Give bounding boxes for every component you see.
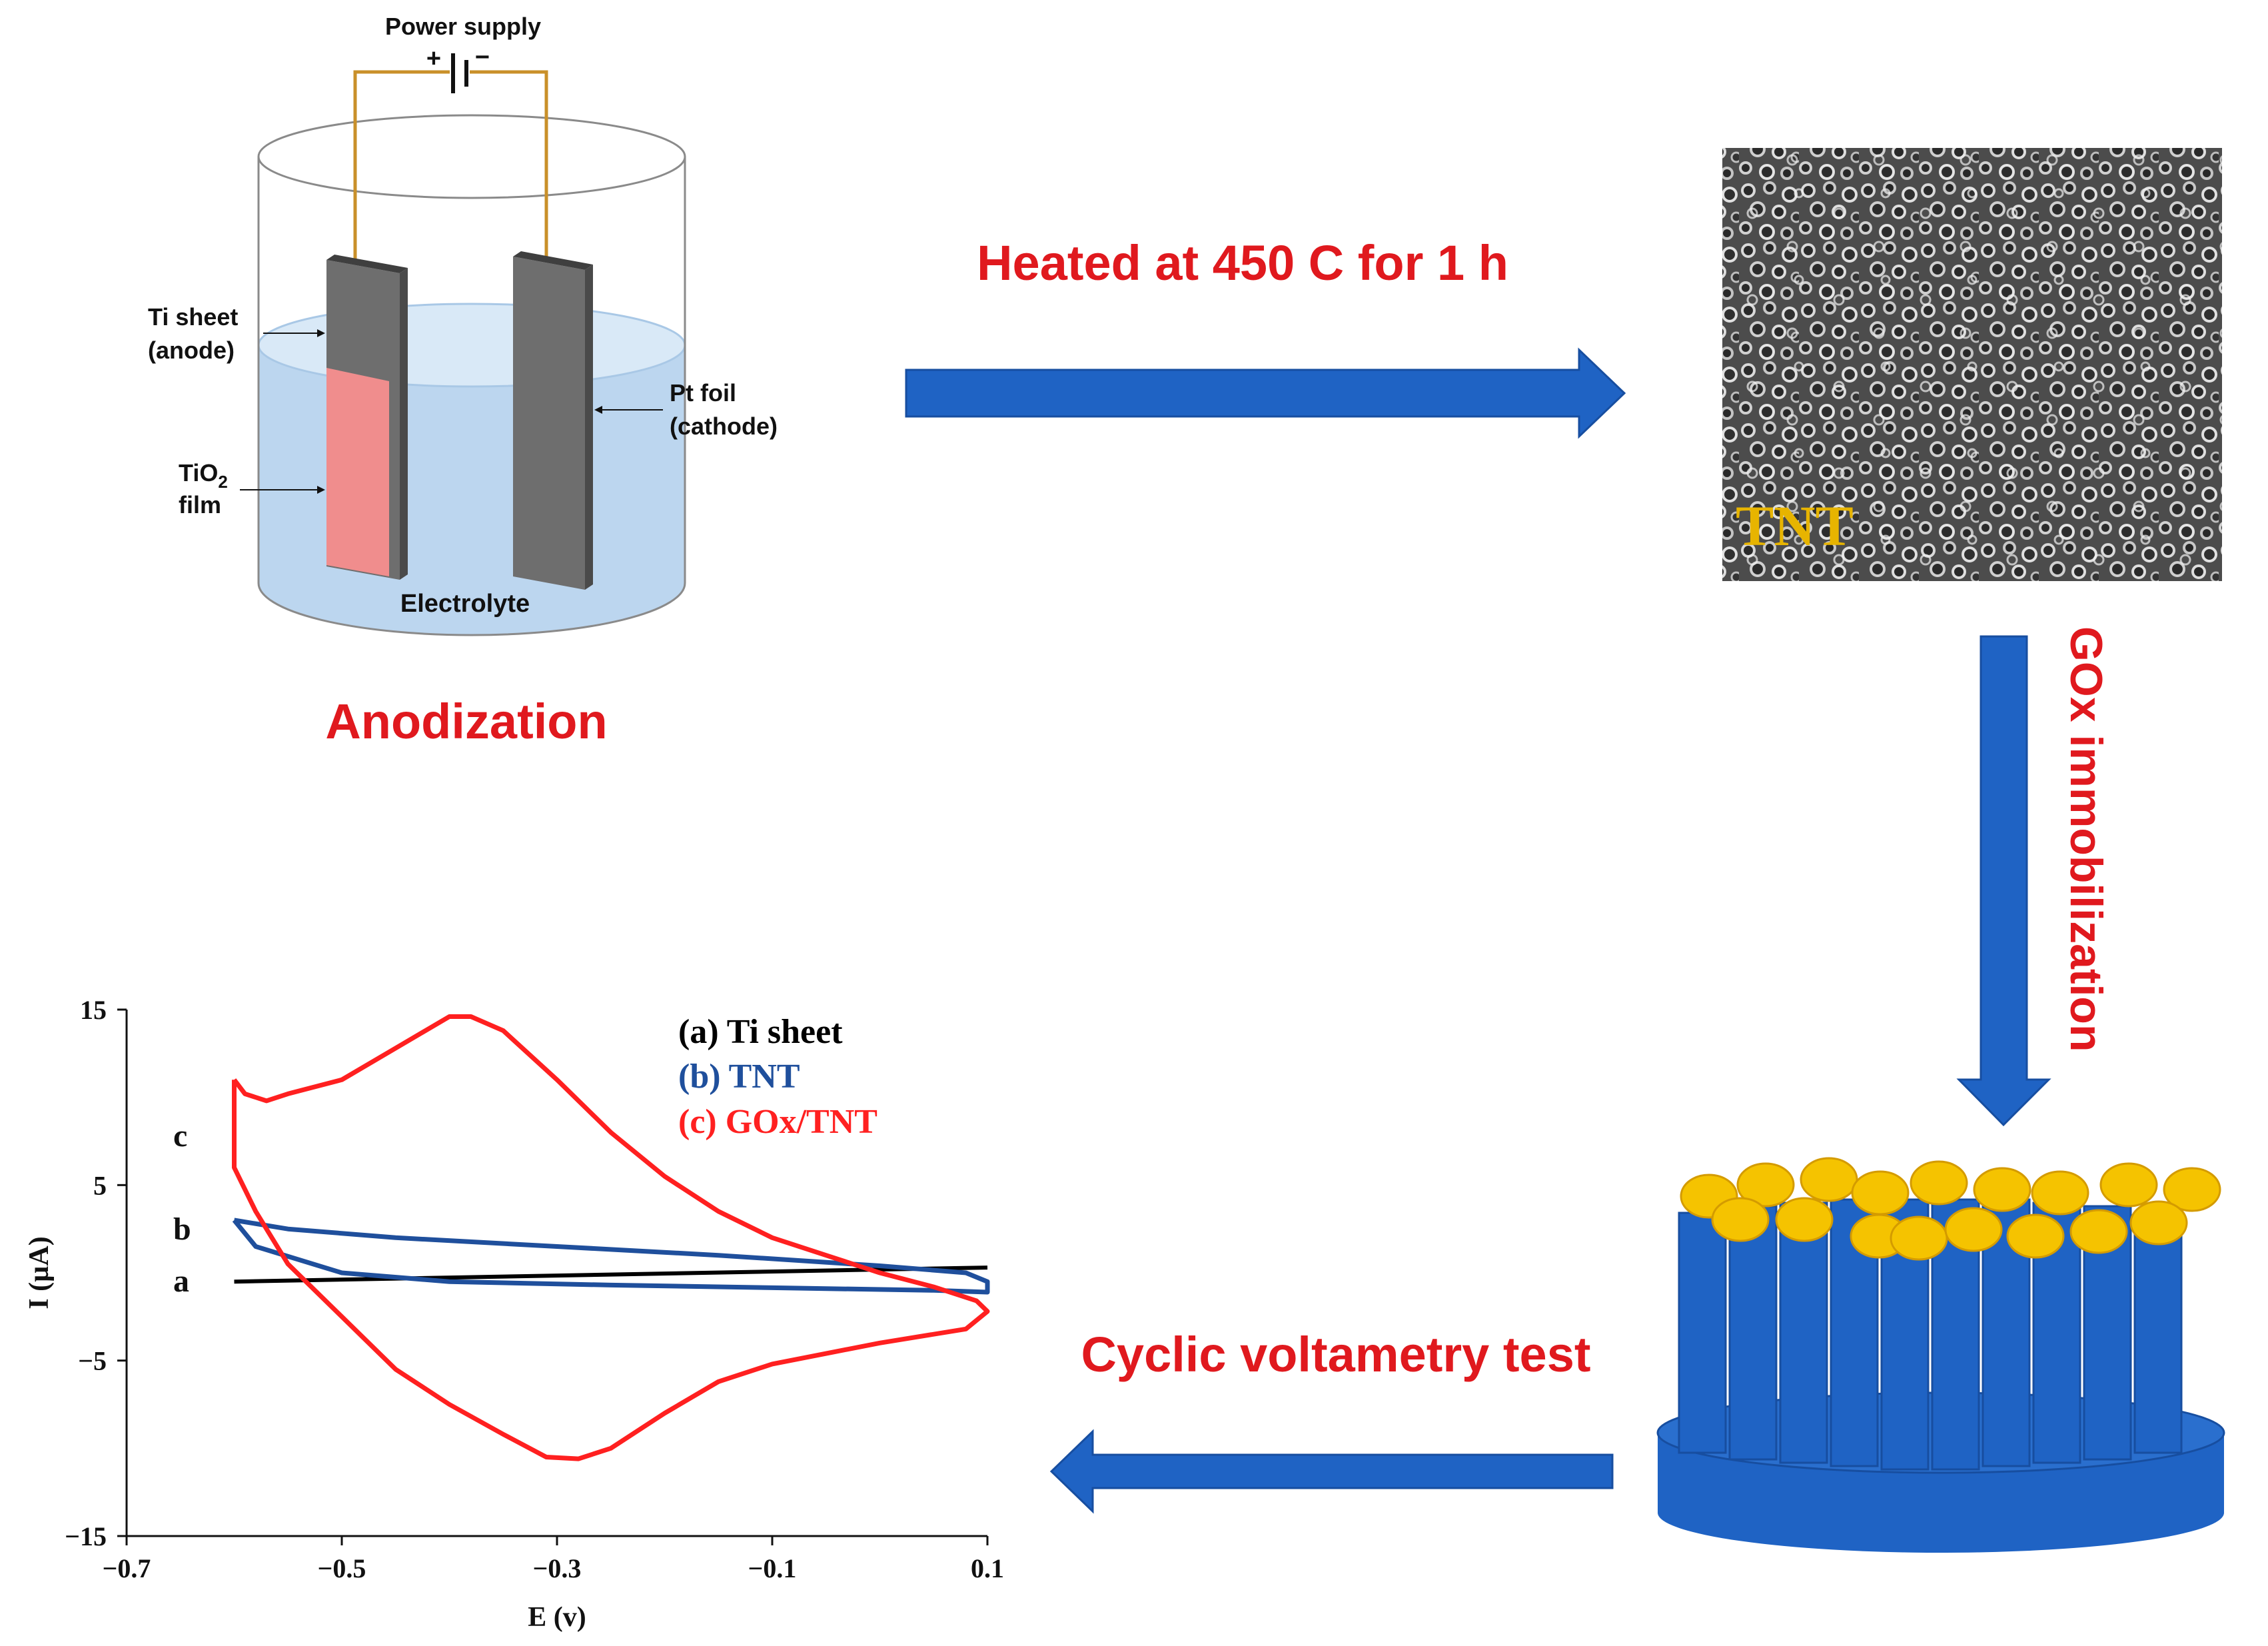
- series-line-a: [234, 1265, 988, 1284]
- y-tick-label: 15: [80, 995, 107, 1025]
- tio2-pointer-head: [317, 486, 325, 494]
- gox-particle: [1890, 1216, 1948, 1261]
- nanotube: [1728, 1205, 1778, 1461]
- ti-sheet-label: Ti sheet: [148, 303, 238, 331]
- nanotube: [2133, 1212, 2183, 1454]
- tio2-label: TiO2: [179, 459, 228, 492]
- ti-sheet-pointer-head: [317, 329, 325, 337]
- sem-tnt-label: TNT: [1736, 494, 1854, 558]
- legend-entry-a: (a) Ti sheet: [678, 1013, 843, 1051]
- x-tick-label: 0.1: [971, 1553, 1004, 1583]
- gox-particle: [2069, 1209, 2128, 1254]
- x-tick-label: −0.1: [748, 1553, 797, 1583]
- pt-foil-cathode: [513, 257, 585, 590]
- legend-entry-c: (c) GOx/TNT: [678, 1103, 877, 1141]
- tio2-film: [326, 368, 389, 576]
- gox-particle: [1800, 1157, 1858, 1202]
- series-line-c: [232, 1014, 990, 1461]
- gox-particle: [1944, 1207, 2003, 1252]
- arrow-right-heating: [905, 347, 1626, 439]
- ti-sheet-side-edge: [400, 268, 408, 580]
- wire-negative: [470, 70, 548, 257]
- gox-particle: [2163, 1167, 2221, 1212]
- sem-image-highlights: [1722, 148, 2222, 581]
- plus-sign: +: [426, 45, 441, 73]
- gox-particle: [1775, 1197, 1834, 1242]
- gox-particle: [2129, 1200, 2188, 1245]
- x-tick-label: −0.3: [533, 1553, 582, 1583]
- y-tick-label: −15: [65, 1521, 107, 1551]
- film-label: film: [179, 491, 221, 518]
- x-axis-title: E (v): [528, 1602, 586, 1633]
- nanotubes: [1678, 1198, 2183, 1471]
- nanotube: [1779, 1202, 1828, 1464]
- power-supply-label: Power supply: [385, 13, 541, 40]
- cv-step-label: Cyclic voltametry test: [1081, 1327, 1590, 1382]
- pt-foil-pointer-head: [594, 406, 602, 414]
- curve-letter-a: a: [173, 1263, 189, 1299]
- gox-particle: [1973, 1167, 2031, 1212]
- cv-chart: −0.7 −0.5 −0.3 −0.1 0.1 15 5 −5 −15 E (v) I (µA)…: [24, 995, 1004, 1633]
- cathode-label: (cathode): [670, 412, 778, 440]
- tio2-label-subscript: 2: [218, 472, 227, 492]
- gox-particle: [1736, 1162, 1795, 1208]
- pt-foil-top-edge: [513, 251, 593, 270]
- arrow-down-gox: [1956, 635, 2051, 1127]
- heating-step-label: Heated at 450 C for 1 h: [977, 235, 1508, 291]
- electrolyte-surface: [257, 303, 686, 388]
- nanotube-array: [1656, 1157, 2225, 1553]
- chart-ticks: −0.7 −0.5 −0.3 −0.1 0.1 15 5 −5 −15: [65, 995, 1004, 1583]
- gox-step-label: GOx immobilization: [2061, 626, 2111, 1052]
- gox-particle: [1910, 1160, 1968, 1206]
- gox-particle: [1851, 1170, 1910, 1216]
- gox-particle: [2099, 1162, 2158, 1208]
- gox-particle: [2031, 1170, 2089, 1216]
- anode-label: (anode): [148, 337, 235, 364]
- anodization-cell: Power supply + − Ti sheet (anode) TiO2 f…: [148, 13, 778, 636]
- tio2-label-main: TiO: [179, 459, 218, 486]
- gox-particle: [2006, 1214, 2065, 1259]
- x-tick-label: −0.5: [318, 1553, 366, 1583]
- y-tick-label: 5: [93, 1170, 107, 1200]
- arrow-left-cv: [1049, 1429, 1614, 1514]
- sem-image: TNT: [1722, 148, 2222, 581]
- x-tick-label: −0.7: [103, 1553, 151, 1583]
- legend-entry-b: (b) TNT: [678, 1058, 800, 1096]
- pt-foil-label: Pt foil: [670, 379, 736, 407]
- series-line-b: [232, 1218, 990, 1295]
- beaker-rim: [257, 114, 686, 199]
- gox-particle: [1711, 1197, 1770, 1242]
- pt-foil-side-edge: [585, 265, 593, 590]
- ti-sheet-top-edge: [326, 255, 408, 273]
- curve-letter-c: c: [173, 1118, 187, 1154]
- minus-sign: −: [475, 43, 490, 71]
- nanotube: [1678, 1212, 1727, 1454]
- y-axis-title: I (µA): [24, 1236, 55, 1309]
- wire-positive: [353, 70, 450, 263]
- y-tick-label: −5: [78, 1346, 107, 1376]
- curve-letter-b: b: [173, 1212, 191, 1247]
- gox-particles: [1680, 1157, 2221, 1261]
- electrolyte-label: Electrolyte: [400, 590, 530, 618]
- beaker-bottom: [257, 582, 686, 636]
- anodization-step-label: Anodization: [325, 694, 607, 749]
- chart-series: [232, 1014, 990, 1461]
